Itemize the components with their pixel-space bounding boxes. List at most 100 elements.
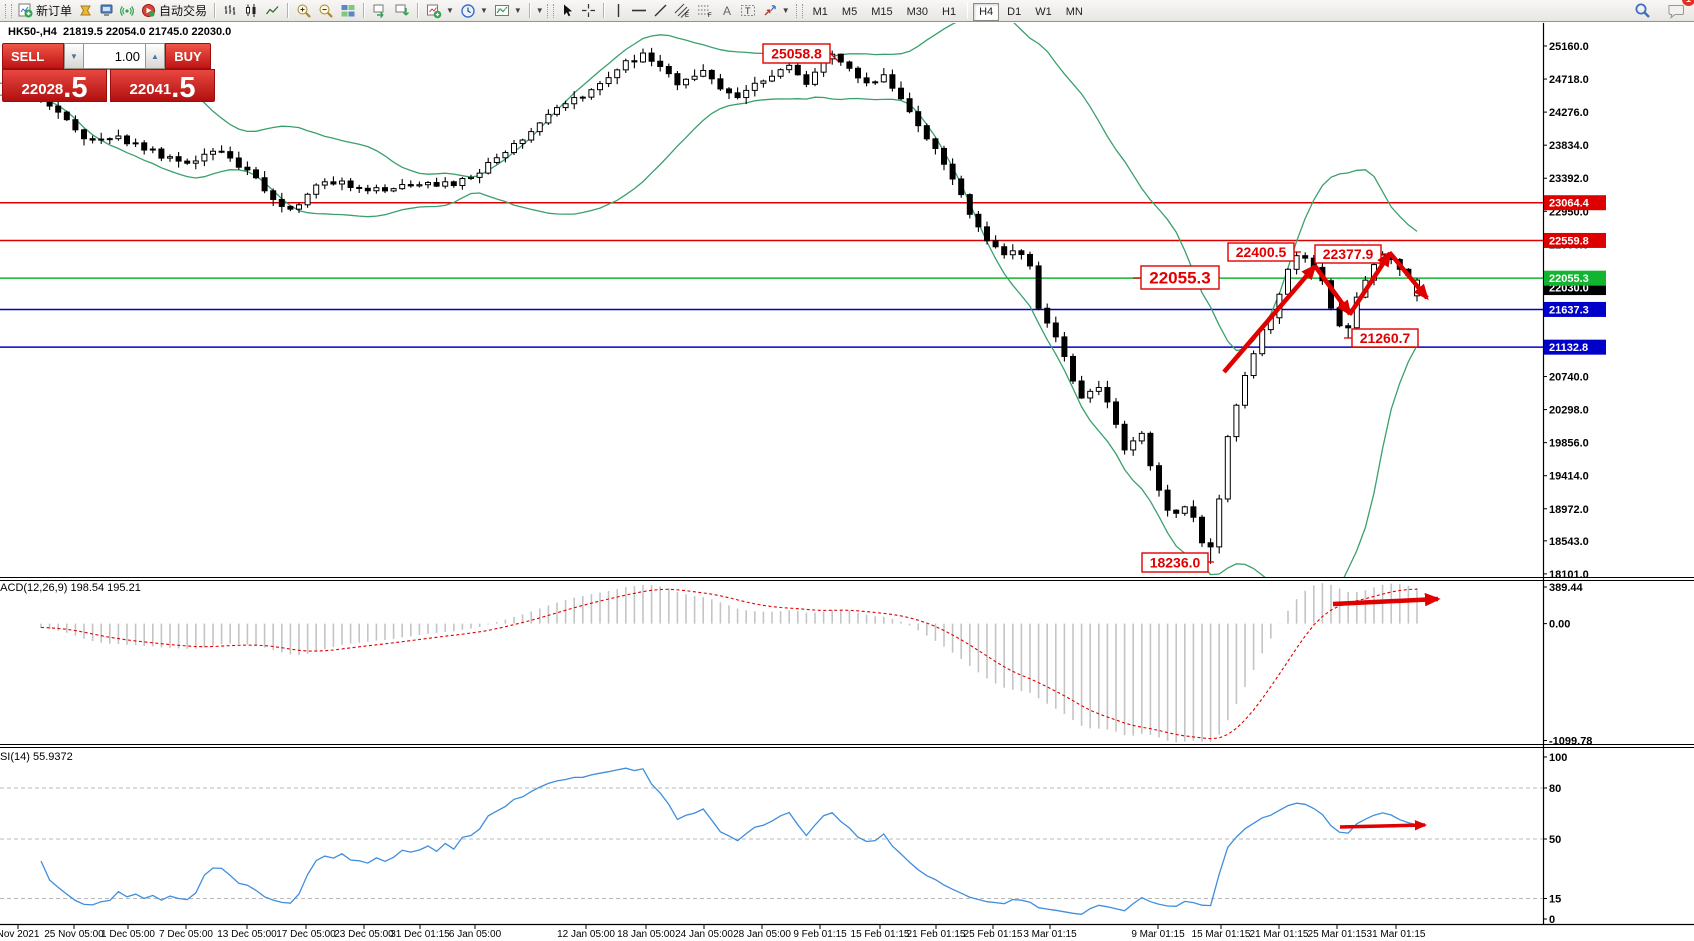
macd-pane[interactable]: [40, 583, 1418, 743]
price-level-tag: [1544, 270, 1606, 286]
bar-chart-button[interactable]: [220, 1, 241, 21]
zoom-in-button[interactable]: [293, 1, 315, 21]
timeframe-m30[interactable]: M30: [906, 5, 929, 18]
svg-text:T: T: [745, 6, 751, 16]
text-tool-button[interactable]: A: [717, 1, 737, 21]
dropdown-caret: ▼: [446, 6, 454, 15]
candle: [812, 71, 818, 85]
arrange-vertical-button[interactable]: [391, 1, 413, 21]
candle: [683, 78, 689, 86]
templates-button[interactable]: ▼: [491, 1, 525, 21]
chart-annotations[interactable]: 25058.8 22400.5 22377.9 22055.3 21260.7 18236…: [762, 43, 1441, 831]
sell-price-display[interactable]: 22028.5: [2, 69, 107, 103]
channel-tool-button[interactable]: E: [671, 1, 694, 21]
time-axis-label: 21 Feb 01:15: [907, 929, 966, 940]
candle: [89, 138, 96, 141]
toolbar-grip[interactable]: [795, 3, 803, 18]
candle: [1181, 506, 1188, 514]
candle: [1070, 355, 1076, 382]
candle: [304, 193, 311, 206]
timeframe-w1[interactable]: W1: [1035, 5, 1052, 18]
toolbar: 新订单 自动交易 ▼ ▼: [0, 0, 1694, 22]
cursor-tool-button[interactable]: [557, 1, 578, 21]
time-axis[interactable]: Nov 2021 25 Nov 05:001 Dec 05:00 7 Dec 05:…: [0, 925, 1426, 940]
price-axis-label: 18543.0: [1549, 536, 1589, 548]
zoom-out-button[interactable]: [315, 1, 337, 21]
rsi-pane[interactable]: [0, 767, 1543, 915]
price-axis-label: 24718.0: [1549, 74, 1589, 86]
candle: [132, 142, 139, 145]
auto-trading-icon: [142, 4, 156, 17]
candle: [158, 148, 165, 159]
sell-button[interactable]: SELL: [2, 43, 64, 69]
search-button[interactable]: [1631, 1, 1654, 21]
candle: [141, 142, 148, 151]
buy-price-display[interactable]: 22041.5: [110, 69, 215, 103]
toolbar-grip[interactable]: [5, 3, 12, 18]
main-price-pane[interactable]: [0, 7, 1543, 615]
new-order-button[interactable]: 新订单: [15, 1, 75, 21]
candle: [1259, 329, 1266, 355]
candle: [958, 178, 965, 196]
candle: [1078, 380, 1085, 399]
toolbar-overflow-caret[interactable]: ▼: [535, 6, 544, 15]
buy-button[interactable]: BUY: [165, 43, 211, 69]
timeframe-m1[interactable]: M1: [812, 5, 828, 18]
rsi-indicator-label: RSI(14) 55.9372: [0, 751, 73, 763]
timeframe-d1[interactable]: D1: [1007, 5, 1022, 18]
volume-decrease-button[interactable]: ▼: [64, 43, 84, 69]
horizontal-line-tool-button[interactable]: [628, 1, 650, 21]
price-axis-label: -1099.78: [1549, 736, 1592, 748]
candle: [1302, 255, 1309, 259]
timeframe-m5[interactable]: M5: [841, 5, 858, 18]
volume-input[interactable]: [84, 43, 145, 69]
market-button[interactable]: [75, 1, 96, 21]
trendline-tool-button[interactable]: [650, 1, 671, 21]
candlestick-chart-button[interactable]: [241, 1, 262, 21]
toolbar-grip[interactable]: [546, 3, 554, 18]
clock-icon: [461, 3, 475, 18]
signals-button[interactable]: [117, 1, 138, 21]
vps-icon: [100, 4, 113, 16]
fibonacci-tool-button[interactable]: F: [694, 1, 717, 21]
crosshair-tool-button[interactable]: [578, 1, 599, 21]
time-axis-label: 23 Dec 05:00: [334, 929, 394, 940]
label-tool-button[interactable]: T: [737, 1, 759, 21]
candle: [648, 52, 655, 62]
candle: [321, 181, 328, 186]
volume-increase-button[interactable]: ▲: [145, 43, 165, 69]
templates-icon: [494, 4, 509, 16]
new-chart-button[interactable]: ▼: [423, 1, 457, 21]
timeframe-h4[interactable]: H4: [973, 2, 1000, 21]
candle: [631, 60, 638, 63]
market-icon: [80, 5, 91, 16]
price-axis[interactable]: 25160.024718.024276.023834.023392.022950…: [1543, 41, 1606, 926]
time-axis-label: 13 Dec 05:00: [217, 929, 277, 940]
svg-text:22055.3: 22055.3: [1149, 269, 1210, 288]
candle: [1104, 387, 1111, 403]
candle: [167, 156, 173, 159]
candle: [657, 60, 664, 67]
text-a-icon: A: [723, 4, 731, 18]
timeframe-h1[interactable]: H1: [942, 5, 957, 18]
candle: [115, 135, 122, 140]
timeframe-m15[interactable]: M15: [871, 5, 893, 18]
timeframe-mn[interactable]: MN: [1065, 5, 1083, 18]
candle: [330, 181, 337, 185]
time-axis-label: 25 Nov 05:00: [44, 929, 104, 940]
notifications-button[interactable]: 1: [1664, 0, 1694, 21]
arrows-tool-button[interactable]: ▼: [759, 1, 793, 21]
candle: [751, 82, 758, 91]
tile-windows-button[interactable]: [337, 1, 359, 21]
auto-trading-button[interactable]: 自动交易: [138, 1, 210, 21]
arrange-windows-button[interactable]: [369, 1, 391, 21]
time-axis-label: 6 Jan 05:00: [449, 929, 502, 940]
line-chart-button[interactable]: [262, 1, 283, 21]
candle: [184, 160, 191, 164]
vps-button[interactable]: [96, 1, 117, 21]
candle: [124, 135, 130, 145]
periods-button[interactable]: ▼: [457, 1, 491, 21]
pane-separators[interactable]: [0, 23, 1694, 926]
vertical-line-tool-button[interactable]: [609, 1, 628, 21]
